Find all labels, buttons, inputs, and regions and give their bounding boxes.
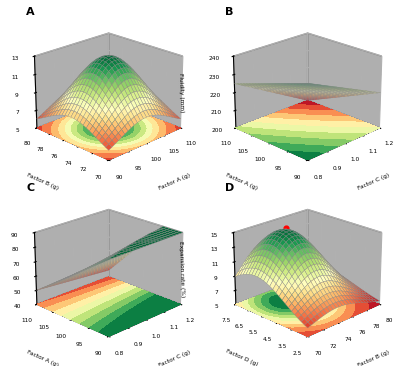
Y-axis label: Factor D (g): Factor D (g) bbox=[225, 349, 259, 366]
Y-axis label: Factor B (g): Factor B (g) bbox=[26, 173, 60, 191]
Text: D: D bbox=[225, 183, 234, 193]
X-axis label: Factor A (g): Factor A (g) bbox=[158, 173, 191, 191]
Text: A: A bbox=[26, 7, 35, 16]
X-axis label: Factor C (g): Factor C (g) bbox=[357, 173, 390, 191]
Y-axis label: Factor A (g): Factor A (g) bbox=[26, 349, 60, 366]
Y-axis label: Factor A (g): Factor A (g) bbox=[225, 173, 258, 191]
Text: C: C bbox=[26, 183, 34, 193]
X-axis label: Factor B (g): Factor B (g) bbox=[357, 349, 390, 366]
Text: B: B bbox=[225, 7, 234, 16]
X-axis label: Factor C (g): Factor C (g) bbox=[158, 349, 191, 366]
